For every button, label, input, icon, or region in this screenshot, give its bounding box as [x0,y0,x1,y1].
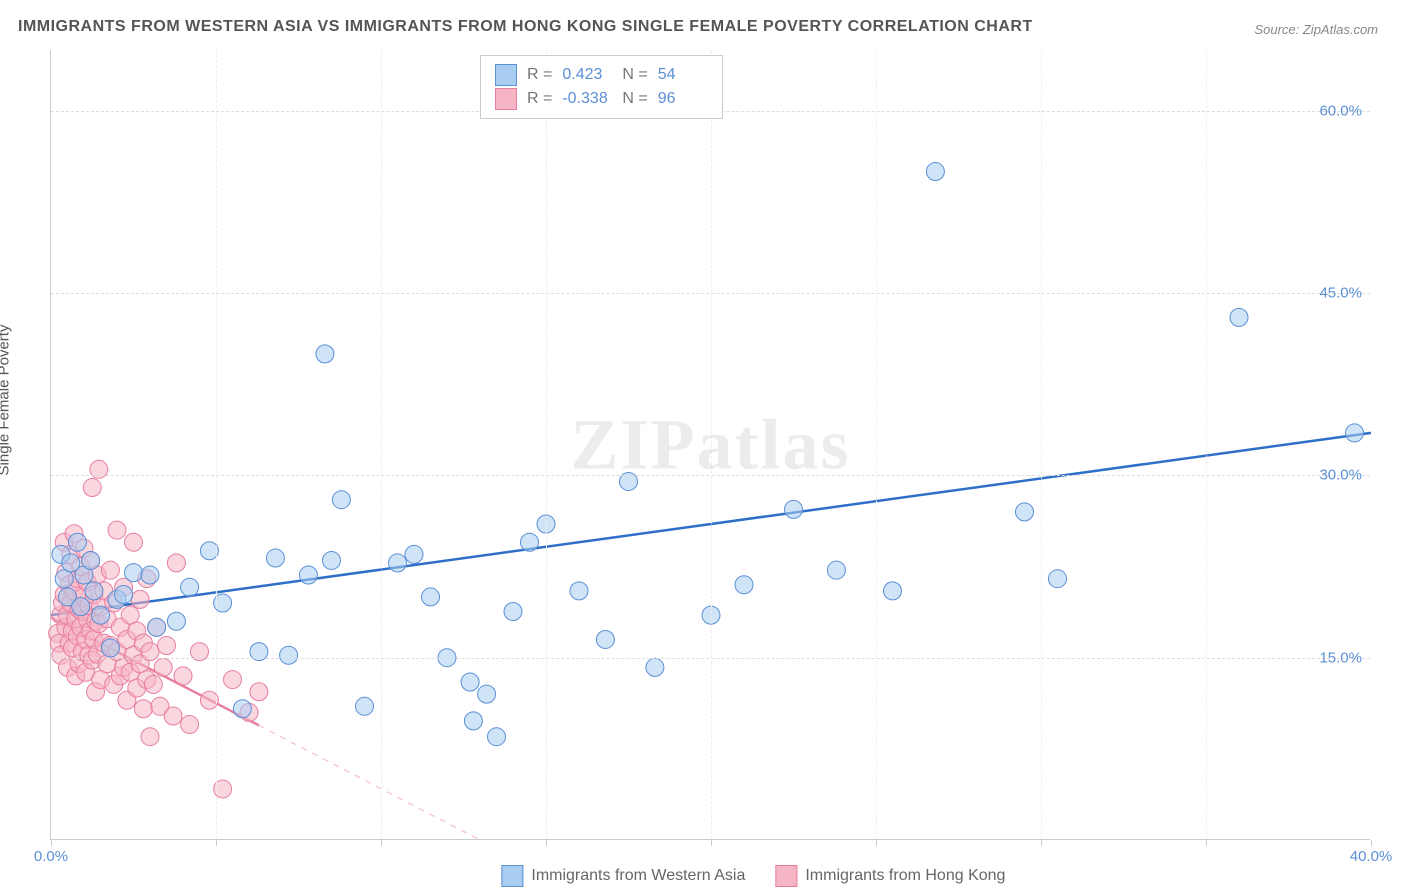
r-label-2: R = [527,90,552,108]
chart-title: IMMIGRANTS FROM WESTERN ASIA VS IMMIGRAN… [18,18,1033,36]
legend-swatch-1 [501,865,523,887]
legend-item-2: Immigrants from Hong Kong [775,865,1005,887]
bottom-legend: Immigrants from Western Asia Immigrants … [501,865,1005,887]
scatter-plot: ZIPatlas 15.0%30.0%45.0%60.0%0.0%40.0% [50,50,1370,840]
r-label: R = [527,66,552,84]
stats-legend-box: R = 0.423 N = 54 R = -0.338 N = 96 [480,55,723,119]
legend-swatch-2 [775,865,797,887]
stats-row-series-1: R = 0.423 N = 54 [495,64,708,86]
r-value-1: 0.423 [562,66,612,84]
y-axis-label: Single Female Poverty [0,325,13,476]
legend-label-2: Immigrants from Hong Kong [805,867,1005,885]
n-label-2: N = [622,90,647,108]
r-value-2: -0.338 [562,90,612,108]
swatch-series-1 [495,64,517,86]
swatch-series-2 [495,88,517,110]
source-attribution: Source: ZipAtlas.com [1254,22,1378,37]
stats-row-series-2: R = -0.338 N = 96 [495,88,708,110]
n-value-1: 54 [658,66,708,84]
legend-label-1: Immigrants from Western Asia [531,867,745,885]
n-label: N = [622,66,647,84]
n-value-2: 96 [658,90,708,108]
legend-item-1: Immigrants from Western Asia [501,865,745,887]
